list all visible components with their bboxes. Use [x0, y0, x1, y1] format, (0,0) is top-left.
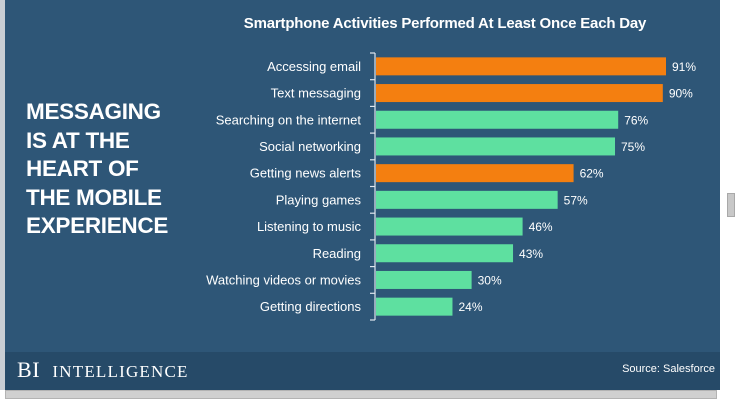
data-label: 62%	[580, 167, 604, 181]
horizontal-scrollbar-thumb[interactable]	[5, 390, 717, 399]
data-label: 43%	[519, 247, 543, 261]
bar	[376, 84, 663, 103]
headline: MESSAGING IS AT THE HEART OF THE MOBILE …	[26, 98, 206, 241]
category-label: Reading	[313, 246, 361, 261]
category-label: Getting news alerts	[250, 166, 362, 181]
category-label: Social networking	[259, 139, 361, 154]
bar	[376, 190, 558, 209]
headline-line: IS AT THE	[26, 127, 130, 153]
headline-line: THE MOBILE	[26, 184, 162, 210]
footer-band	[5, 352, 720, 390]
bar	[376, 217, 523, 236]
brand-right: INTELLIGENCE	[52, 362, 189, 381]
brand-left: BI	[17, 357, 41, 382]
headline-line: EXPERIENCE	[26, 213, 169, 238]
data-label: 46%	[529, 220, 553, 234]
headline-line: MESSAGING	[26, 99, 161, 124]
category-label: Playing games	[276, 192, 362, 207]
bi-intelligence-logo: BI INTELLIGENCE	[17, 357, 189, 383]
category-label: Searching on the internet	[216, 112, 362, 127]
source-note: Source: Salesforce	[622, 363, 715, 375]
data-label: 57%	[564, 193, 588, 207]
category-label: Getting directions	[260, 299, 362, 314]
bar	[376, 57, 666, 76]
data-label: 90%	[669, 87, 693, 101]
bar	[376, 137, 616, 156]
data-label: 24%	[458, 300, 482, 314]
headline-line: HEART OF	[26, 156, 139, 181]
category-label: Watching videos or movies	[206, 272, 361, 287]
category-label: Text messaging	[271, 86, 361, 101]
chart-title: Smartphone Activities Performed At Least…	[243, 15, 647, 32]
bar	[376, 297, 453, 316]
bar	[376, 270, 472, 289]
bar	[376, 164, 574, 183]
category-label: Accessing email	[267, 59, 361, 74]
data-label: 76%	[624, 113, 648, 127]
bar	[376, 244, 514, 263]
vertical-scrollbar-thumb[interactable]	[727, 193, 735, 217]
category-label: Listening to music	[257, 219, 362, 234]
data-label: 75%	[621, 140, 645, 154]
left-frame-border	[0, 0, 5, 390]
data-label: 91%	[672, 60, 696, 74]
data-label: 30%	[478, 273, 502, 287]
bar	[376, 110, 619, 129]
